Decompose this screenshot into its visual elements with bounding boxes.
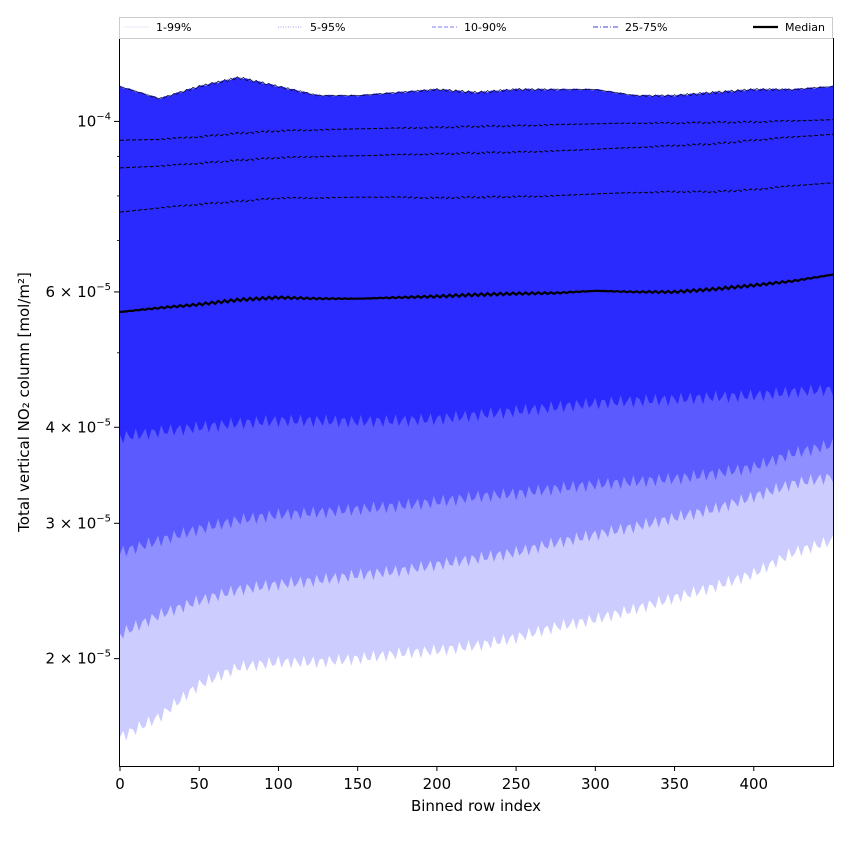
x-tick-label: 250 (502, 775, 531, 793)
x-axis-title: Binned row index (411, 797, 541, 815)
percentile-lines (119, 76, 834, 314)
y-tick-label: 6 × 10−5 (46, 282, 112, 301)
quantile-line-75 (119, 182, 834, 213)
y-tick-label: 10−4 (77, 111, 111, 130)
legend: 1-99% 5-95% 10-90% 25-75% Median (119, 17, 833, 39)
band-25-75 (120, 77, 833, 444)
x-tick-label: 100 (264, 775, 293, 793)
y-tick-label: 3 × 10−5 (46, 513, 112, 532)
upper-99-line (119, 76, 834, 100)
x-tick-label: 350 (660, 775, 689, 793)
x-tick-label: 0 (115, 775, 125, 793)
legend-label: 10-90% (464, 21, 506, 34)
legend-frame (119, 17, 833, 39)
legend-label: 25-75% (625, 21, 667, 34)
legend-label: 5-95% (310, 21, 345, 34)
x-tick-label: 300 (581, 775, 610, 793)
y-axis-title: Total vertical NO₂ column [mol/m²] (15, 272, 33, 533)
x-axis-ticks: 0 50 100 150 200 250 300 350 400 (115, 766, 768, 793)
x-tick-label: 50 (190, 775, 209, 793)
quantile-line-95 (119, 119, 834, 141)
median-line (119, 273, 834, 314)
y-tick-label: 2 × 10−5 (46, 649, 112, 668)
quantile-line-90 (119, 133, 834, 169)
x-tick-label: 400 (739, 775, 768, 793)
legend-label: 1-99% (156, 21, 191, 34)
legend-label: Median (785, 21, 825, 34)
x-tick-label: 150 (343, 775, 372, 793)
percentile-bands (120, 76, 833, 741)
y-axis-ticks: 2 × 10−5 3 × 10−5 4 × 10−5 6 × 10−5 10−4 (46, 111, 120, 668)
x-tick-label: 200 (423, 775, 452, 793)
y-tick-label: 4 × 10−5 (46, 417, 112, 436)
